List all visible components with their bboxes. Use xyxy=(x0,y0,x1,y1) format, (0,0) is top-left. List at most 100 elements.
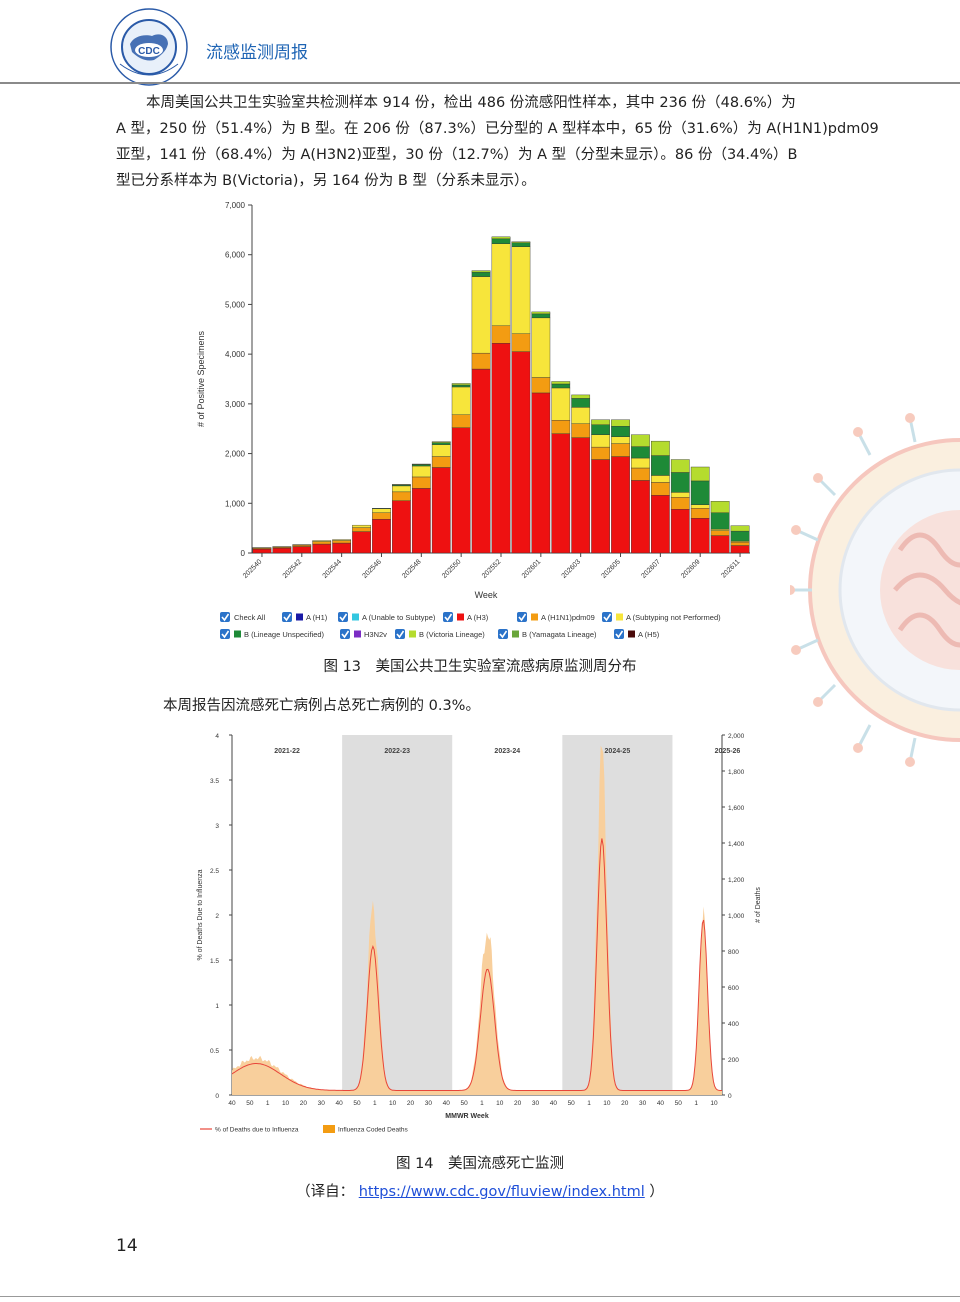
x-tick-label: 202609 xyxy=(680,558,702,580)
right-y-axis-title: # of Deaths xyxy=(755,887,762,923)
check-icon xyxy=(603,613,612,622)
legend-label: H3N2v xyxy=(364,630,387,639)
bar-segment xyxy=(591,459,610,554)
bar-segment xyxy=(631,467,650,481)
y-tick-label: 0 xyxy=(241,549,246,558)
legend-swatch xyxy=(512,630,519,638)
figure-14-caption: 图 14 美国流感死亡监测 xyxy=(395,1156,565,1172)
bar-segment xyxy=(571,423,591,438)
bar-segment xyxy=(411,488,431,554)
legend-label: Influenza Coded Deaths xyxy=(338,1127,408,1134)
x-tick-label: 30 xyxy=(425,1100,433,1107)
x-tick-label: 50 xyxy=(568,1100,576,1107)
bar-segment xyxy=(730,541,750,546)
bar-segment xyxy=(591,446,610,460)
bar-segment xyxy=(352,527,371,532)
right-y-tick-label: 1,000 xyxy=(728,913,745,920)
bar-segment xyxy=(730,525,750,532)
check-icon xyxy=(444,613,453,622)
bar-segment xyxy=(511,241,531,243)
bar-segment xyxy=(690,518,710,554)
bar-segment xyxy=(471,276,491,354)
y-tick-label: 3,000 xyxy=(225,400,246,409)
bar-segment xyxy=(411,465,431,478)
bar-segment xyxy=(670,492,690,498)
bar-segment xyxy=(690,504,710,509)
x-tick-label: 202607 xyxy=(640,558,662,580)
x-tick-label: 10 xyxy=(603,1100,611,1107)
x-tick-label: 1 xyxy=(373,1100,377,1107)
bar-segment xyxy=(372,512,391,520)
x-tick-label: 40 xyxy=(657,1100,665,1107)
positive-specimens-chart: 0 1,000 2,000 3,000 4,000 5,000 6,000 7,000 # of… xyxy=(196,201,750,639)
y-tick-label: 4,000 xyxy=(225,350,246,359)
bar-segment xyxy=(511,333,531,352)
x-tick-label: 202546 xyxy=(361,558,383,580)
header-title: 流感监测周报 xyxy=(206,43,308,63)
bar-segment xyxy=(411,464,431,467)
x-tick-label: 1 xyxy=(587,1100,591,1107)
left-y-tick-label: 1.5 xyxy=(210,958,219,965)
bar-segment xyxy=(352,531,371,554)
bar-segment xyxy=(372,508,391,513)
left-y-tick-label: 1 xyxy=(215,1003,219,1010)
x-tick-label: 1 xyxy=(694,1100,698,1107)
bar-segment xyxy=(431,467,451,554)
legend-label: A (Unable to Subtype) xyxy=(362,613,436,622)
bar-segment xyxy=(710,535,730,554)
left-y-tick-label: 0.5 xyxy=(210,1048,219,1055)
bar-segment xyxy=(551,383,571,389)
x-axis-title: MMWR Week xyxy=(445,1113,489,1120)
bar-segment xyxy=(690,480,710,505)
bar-segment xyxy=(730,545,750,554)
source-link[interactable]: https://www.cdc.gov/fluview/index.html xyxy=(358,1184,645,1200)
source-line: （译自： https://www.cdc.gov/fluview/index.h… xyxy=(0,1180,960,1201)
legend-swatch xyxy=(296,613,303,621)
x-tick-label: 50 xyxy=(460,1100,468,1107)
bar-segment xyxy=(332,539,352,541)
bar-segment xyxy=(591,419,610,425)
bar-segment xyxy=(332,542,352,554)
page-number: 14 xyxy=(116,1236,138,1256)
bar-segment xyxy=(332,540,352,544)
legend-swatch xyxy=(234,630,241,638)
paragraph-line: 本周美国公共卫生实验室共检测样本 914 份，检出 486 份流感阳性样本，其中… xyxy=(146,95,796,111)
right-y-tick-label: 0 xyxy=(728,1093,732,1100)
x-tick-label: 50 xyxy=(675,1100,683,1107)
bar-segment xyxy=(531,313,551,319)
bar-segment xyxy=(411,476,431,489)
bar-segment xyxy=(471,352,491,370)
virus-illustration xyxy=(790,413,960,767)
bar-segment xyxy=(551,381,571,385)
legend-label: Check All xyxy=(234,613,266,622)
bar-segment xyxy=(511,242,531,247)
right-y-tick-label: 1,200 xyxy=(728,877,745,884)
legend-swatch xyxy=(616,613,623,621)
bar-segment xyxy=(451,384,471,388)
bar-segment xyxy=(491,236,511,240)
x-tick-label: 202611 xyxy=(720,558,741,579)
bar-segment xyxy=(451,427,471,554)
bar-segment xyxy=(392,500,411,554)
x-tick-label: 202540 xyxy=(242,558,264,580)
bar-segment xyxy=(611,426,630,437)
x-tick-label: 30 xyxy=(639,1100,647,1107)
bar-segment xyxy=(670,459,690,473)
paragraph-line: 型已分系样本为 B(Victoria)，另 164 份为 B 型（分系未显示）。 xyxy=(116,173,536,189)
bar-segment xyxy=(431,442,451,445)
y-tick-label: 6,000 xyxy=(225,251,246,260)
legend-swatch xyxy=(409,630,416,638)
season-shade xyxy=(342,735,453,1095)
bar-segment xyxy=(531,317,551,378)
logo-text: CDC xyxy=(138,46,160,57)
bar-segment xyxy=(650,440,670,456)
right-y-tick-label: 1,400 xyxy=(728,841,745,848)
bar-segment xyxy=(551,420,571,434)
bar-segment xyxy=(531,392,551,554)
legend-label: B (Victoria Lineage) xyxy=(419,630,485,639)
bar-segment xyxy=(431,441,451,443)
bar-segment xyxy=(471,271,491,277)
paragraph-lab-summary: 本周美国公共卫生实验室共检测样本 914 份，检出 486 份流感阳性样本，其中… xyxy=(116,90,879,194)
figure-13-caption: 图 13 美国公共卫生实验室流感病原监测周分布 xyxy=(323,659,637,675)
left-y-tick-label: 2.5 xyxy=(210,868,219,875)
